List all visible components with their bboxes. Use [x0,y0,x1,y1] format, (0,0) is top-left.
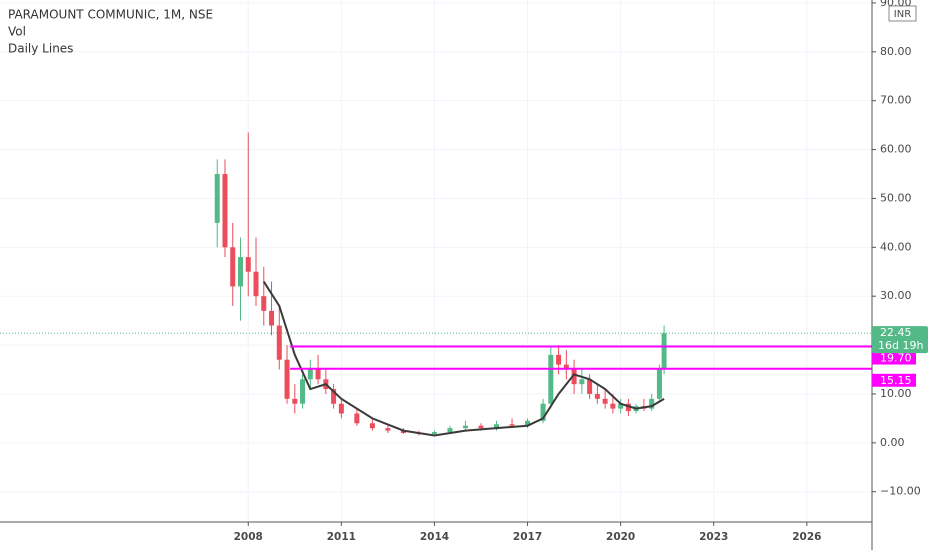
candle-body [587,379,593,394]
y-tick-label: 30.00 [880,289,912,302]
candle-body [300,379,306,404]
y-tick-label: 50.00 [880,191,912,204]
level-label: 19.70 [880,352,912,365]
y-tick-label: 80.00 [880,45,912,58]
candle-body [253,271,259,297]
candle-body [494,424,500,429]
indicator-label: Vol [8,25,26,39]
candle-body [625,403,631,412]
level-label-box [872,373,916,387]
countdown-label: 16d 19h [878,339,923,352]
candle-body [284,359,290,399]
y-tick-label: 90.00 [880,0,912,9]
candle-body [307,369,313,380]
plot-area [214,132,872,437]
x-tick-label: 2023 [699,531,728,543]
candle-body [230,247,236,287]
candle-body [292,398,298,404]
candle-body [610,403,616,409]
y-tick-label: −10.00 [880,485,921,498]
currency-box[interactable] [888,5,917,22]
chart-title: PARAMOUNT COMMUNIC, 1M, NSE [8,8,213,22]
candle-body [571,369,577,385]
candle-body [269,310,275,326]
candle-body [447,428,453,433]
candle-body [276,325,282,360]
candle-body [237,257,243,287]
currency-label[interactable]: INR [894,9,911,20]
y-tick-label: 40.00 [880,240,912,253]
x-tick-label: 2008 [234,531,263,543]
level-label-box [872,351,916,365]
candle-body [579,379,585,385]
candle-body [214,174,220,223]
candle-body [548,354,554,404]
candle-body [338,403,344,414]
level-label: 15.15 [880,374,912,387]
x-tick-label: 2011 [327,531,356,543]
indicator-label: Daily Lines [8,42,73,56]
axes: −10.000.0010.0020.0030.0040.0050.0060.00… [234,0,928,543]
candle-body [261,296,267,311]
candle-body [656,369,662,399]
candle-body [509,424,515,426]
y-tick-label: 70.00 [880,94,912,107]
last-price-label: 22.45 [880,326,912,339]
x-tick-label: 2014 [420,531,449,543]
last-price-box [872,326,928,354]
candle-body [594,393,600,399]
candle-body [556,354,562,365]
candle-body [525,420,531,426]
candle-body [618,403,624,409]
candle-body [354,413,360,424]
candle-body [478,425,484,429]
candle-body [540,403,546,421]
candle-body [369,423,375,429]
candle-body [462,425,468,429]
candle-body [385,428,391,431]
candle-body [431,432,437,435]
x-tick-label: 2020 [606,531,635,543]
candle-body [400,430,406,434]
x-tick-label: 2017 [513,531,542,543]
y-tick-label: 60.00 [880,143,912,156]
candle-body [563,364,569,370]
candle-body [649,398,655,409]
candle-body [222,174,228,248]
candle-body [602,398,608,404]
candle-body [661,333,667,370]
x-tick-label: 2026 [792,531,821,543]
y-tick-label: 0.00 [880,436,905,449]
candle-body [245,257,251,272]
y-tick-label: 10.00 [880,387,912,400]
moving-average [262,280,665,437]
candle-body [331,389,337,404]
candle-body [315,369,321,380]
